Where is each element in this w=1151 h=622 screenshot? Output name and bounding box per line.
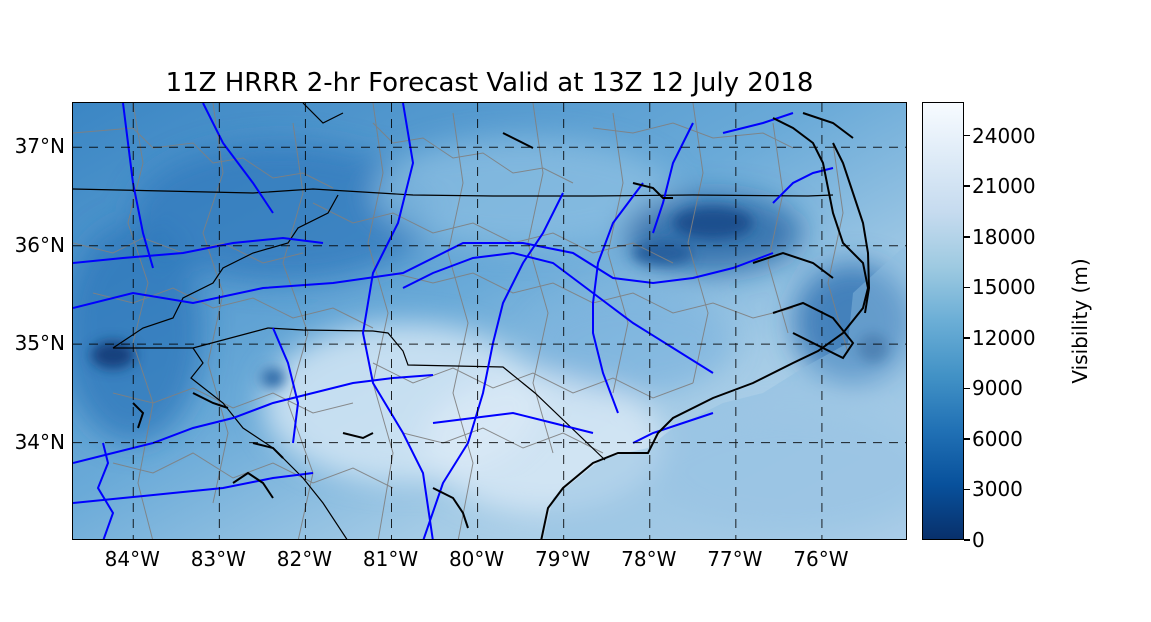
map-canvas — [73, 103, 906, 539]
longitude-tick-label: 82°W — [276, 547, 333, 571]
latitude-tick-label: 34°N — [14, 429, 65, 454]
colorbar-label: Visibility (m) — [1068, 258, 1092, 384]
colorbar-tick-label: 12000 — [972, 325, 1036, 350]
interstate-highways — [73, 103, 834, 539]
sc-nc-border — [113, 327, 606, 461]
colorbar-tick — [964, 337, 970, 339]
longitude-tick-label: 80°W — [448, 547, 505, 571]
longitude-tick-label: 77°W — [707, 547, 763, 571]
colorbar-tick-label: 18000 — [972, 224, 1036, 249]
colorbar-tick — [964, 438, 970, 440]
colorbar-tick — [964, 286, 970, 289]
longitude-tick-label: 84°W — [104, 547, 160, 571]
colorbar-tick — [964, 488, 970, 491]
state-borders — [73, 103, 834, 539]
colorbar-tick-label: 6000 — [972, 426, 1023, 451]
tn-nc-border — [112, 194, 339, 349]
colorbar — [922, 102, 964, 540]
colorbar-tick-label: 21000 — [972, 174, 1036, 199]
colorbar-tick — [964, 387, 970, 390]
colorbar-tick-label: 9000 — [972, 376, 1023, 401]
low-visibility-spots — [91, 207, 888, 388]
longitude-tick-label: 81°W — [362, 547, 419, 571]
colorbar-tick-label: 24000 — [972, 123, 1036, 148]
va-nc-border — [73, 188, 834, 197]
latitude-tick-label: 37°N — [14, 134, 65, 159]
visibility-map — [72, 102, 907, 540]
longitude-tick-label: 76°W — [793, 547, 849, 571]
colorbar-tick-label: 15000 — [972, 275, 1036, 300]
longitude-tick-label: 79°W — [535, 547, 591, 571]
longitude-tick-label: 78°W — [621, 547, 677, 571]
latitude-tick-label: 35°N — [14, 331, 65, 356]
map-title: 11Z HRRR 2-hr Forecast Valid at 13Z 12 J… — [165, 68, 814, 98]
colorbar-tick — [964, 539, 970, 541]
wv-va-border — [302, 103, 344, 124]
graticule — [73, 103, 906, 539]
latitude-tick-label: 36°N — [14, 232, 65, 257]
ocean-area — [543, 244, 906, 539]
colorbar-tick — [964, 185, 970, 187]
colorbar-tick — [964, 134, 970, 137]
colorbar-tick-label: 3000 — [972, 477, 1023, 502]
colorbar-tick-label: 0 — [972, 528, 985, 552]
longitude-tick-label: 83°W — [190, 547, 246, 571]
coastline — [132, 112, 871, 539]
ga-sc-border — [190, 347, 348, 539]
colorbar-tick — [964, 236, 970, 238]
